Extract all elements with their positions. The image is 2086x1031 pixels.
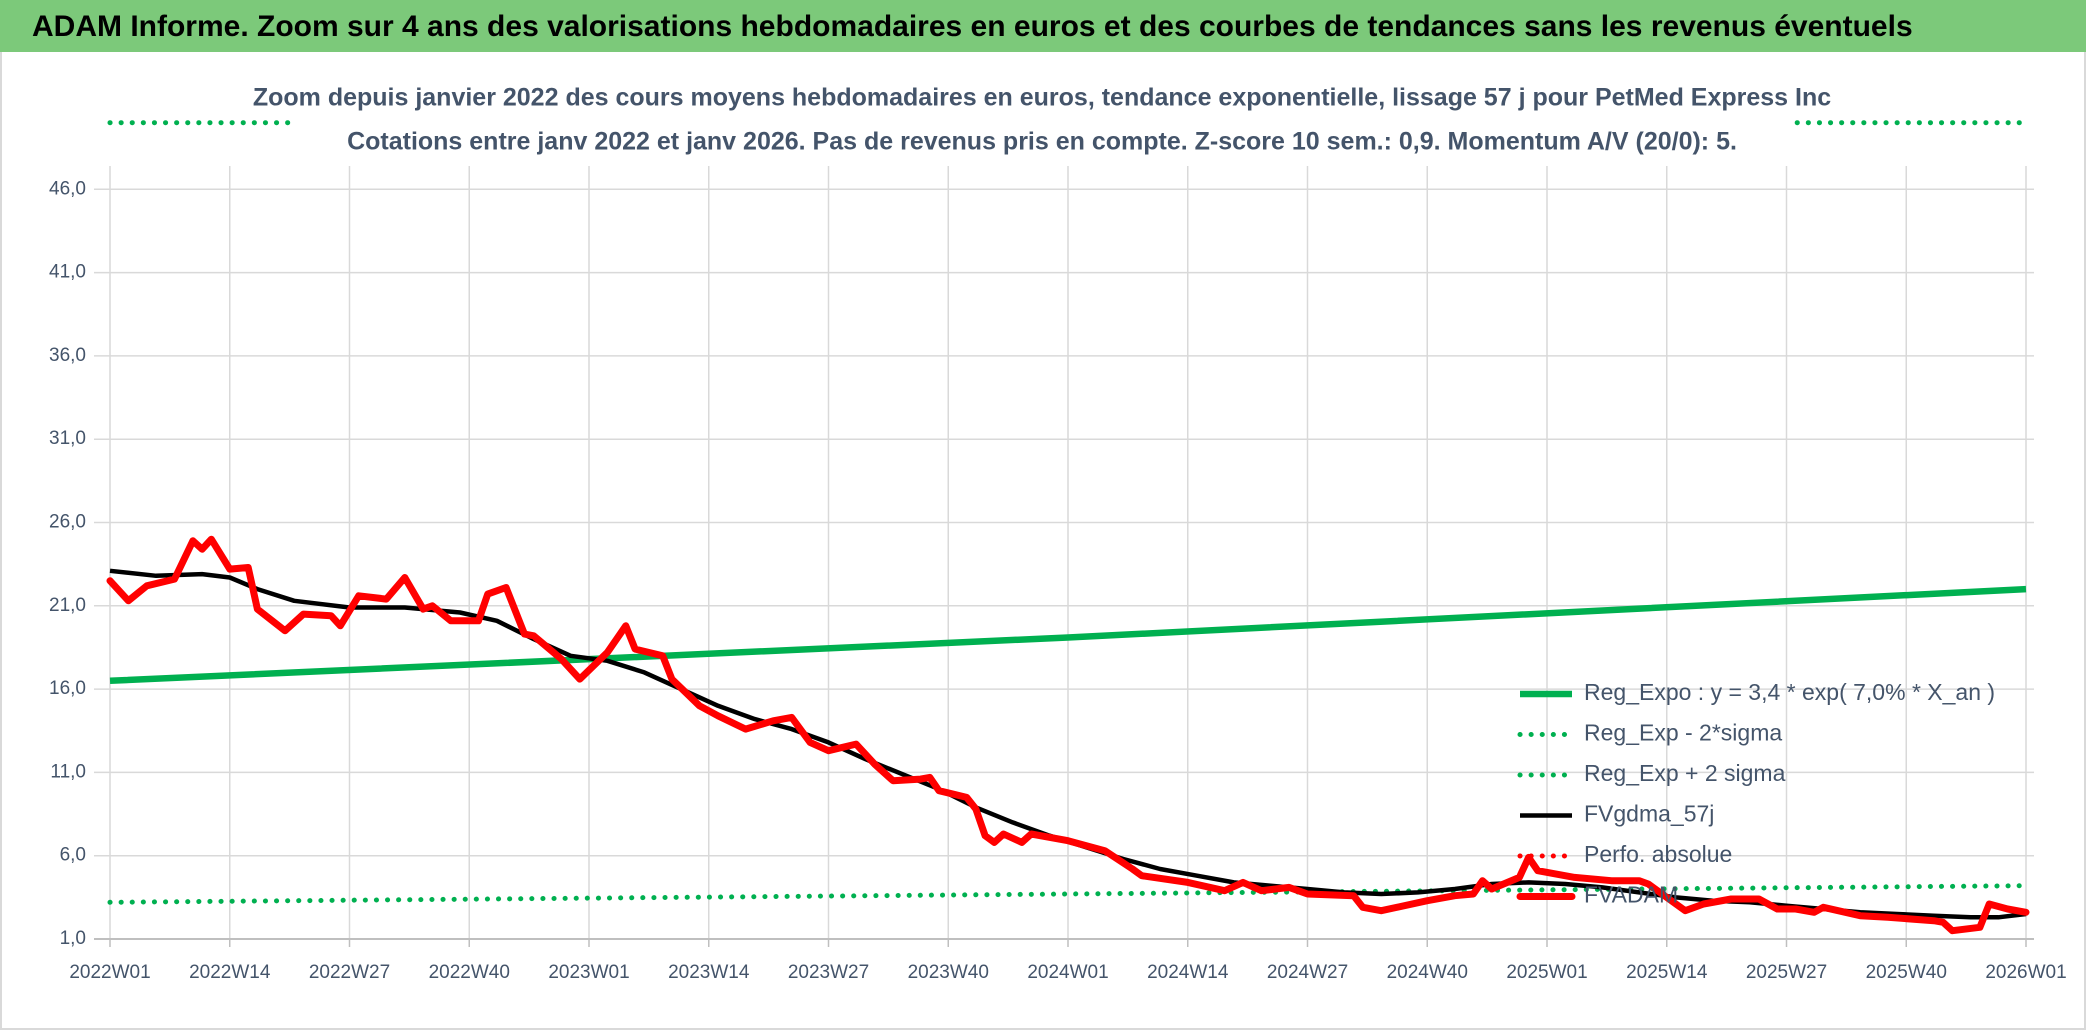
y-tick-label: 1,0 [60,928,86,949]
x-tick-label: 2023W27 [788,962,869,983]
series-line [107,883,2029,905]
y-tick-label: 21,0 [49,595,86,616]
y-tick-label: 41,0 [49,262,86,283]
x-tick-label: 2025W01 [1506,962,1587,983]
grid: 1,0 6,0 11,0 16,0 21,0 26,0 31,0 36,0 41,0 46,0 20… [49,166,2067,983]
legend-label: FVADAM [1584,882,1678,908]
x-tick-label: 2022W27 [309,962,390,983]
x-tick-label: 2023W40 [908,962,989,983]
x-tick-label: 2026W01 [1985,962,2066,983]
legend-label: Perfo. absolue [1584,841,1732,867]
x-tick-label: 2024W40 [1387,962,1468,983]
legend-label: Reg_Exp + 2 sigma [1584,760,1786,786]
header-title: ADAM Informe. Zoom sur 4 ans des valoris… [32,10,1913,43]
y-tick-label: 46,0 [49,178,86,199]
y-tick-label: 11,0 [50,761,86,782]
y-tick-label: 36,0 [49,345,86,366]
x-tick-label: 2025W14 [1626,962,1708,983]
legend-label: Reg_Exp - 2*sigma [1584,720,1782,746]
x-tick-label: 2025W40 [1866,962,1947,983]
legend-label: Reg_Expo : y = 3,4 * exp( 7,0% * X_an ) [1584,679,1995,705]
x-tick-label: 2024W27 [1267,962,1348,983]
y-tick-label: 31,0 [49,428,86,449]
x-tick-label: 2024W01 [1027,962,1108,983]
x-tick-label: 2022W14 [189,962,271,983]
x-tick-label: 2023W14 [668,962,750,983]
legend: Reg_Expo : y = 3,4 * exp( 7,0% * X_an ) R… [1516,679,1995,908]
x-tick-label: 2024W14 [1147,962,1229,983]
series-line [109,585,2027,685]
x-tick-label: 2022W40 [429,962,510,983]
series-line [106,535,2030,935]
title-background [292,70,1792,166]
y-tick-label: 16,0 [49,678,86,699]
x-tick-label: 2022W01 [69,962,150,983]
y-tick-label: 6,0 [60,845,86,866]
header-bar [0,0,2086,52]
x-tick-label: 2023W01 [548,962,629,983]
chart-title: Zoom depuis janvier 2022 des cours moyen… [253,84,1831,112]
y-tick-label: 26,0 [49,512,86,533]
legend-label: FVgdma_57j [1584,801,1714,827]
x-tick-label: 2025W27 [1746,962,1827,983]
chart-subtitle: Cotations entre janv 2022 et janv 2026. … [347,128,1737,156]
